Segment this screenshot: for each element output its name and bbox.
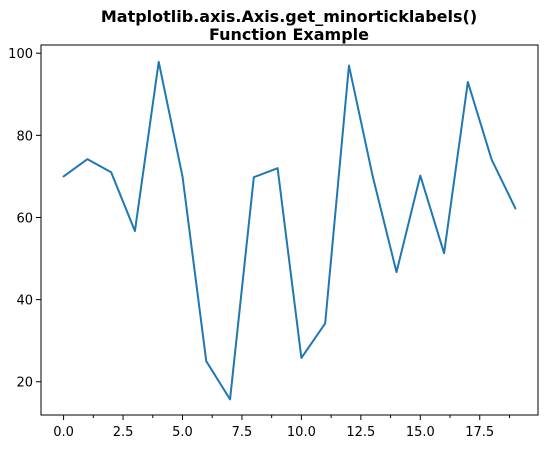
y-tick-label: 100 [8, 47, 33, 62]
y-tick-label: 60 [16, 211, 33, 226]
x-axis-ticks: 0.0 2.5 5.0 7.5 10.0 12.5 15.0 17.5 [53, 415, 510, 440]
plot-area: 0.0 2.5 5.0 7.5 10.0 12.5 15.0 17.5 20 40 60 80 100 [8, 44, 539, 440]
x-tick-label: 0.0 [53, 425, 74, 440]
chart-title: Matplotlib.axis.Axis.get_minorticklabels… [101, 7, 477, 26]
chart-subtitle: Function Example [209, 25, 369, 44]
x-tick-label: 5.0 [172, 425, 193, 440]
x-tick-label: 17.5 [465, 425, 494, 440]
y-tick-label: 20 [16, 376, 33, 391]
axes-frame [40, 44, 539, 416]
y-axis-ticks: 20 40 60 80 100 [8, 47, 41, 391]
x-tick-label: 2.5 [113, 425, 134, 440]
x-tick-label: 15.0 [406, 425, 435, 440]
series-layer [62, 60, 517, 401]
x-tick-label: 12.5 [346, 425, 375, 440]
x-tick-label: 7.5 [232, 425, 253, 440]
y-tick-label: 40 [16, 294, 33, 309]
x-tick-label: 10.0 [287, 425, 316, 440]
y-tick-label: 80 [16, 129, 33, 144]
series-line [62, 60, 517, 401]
